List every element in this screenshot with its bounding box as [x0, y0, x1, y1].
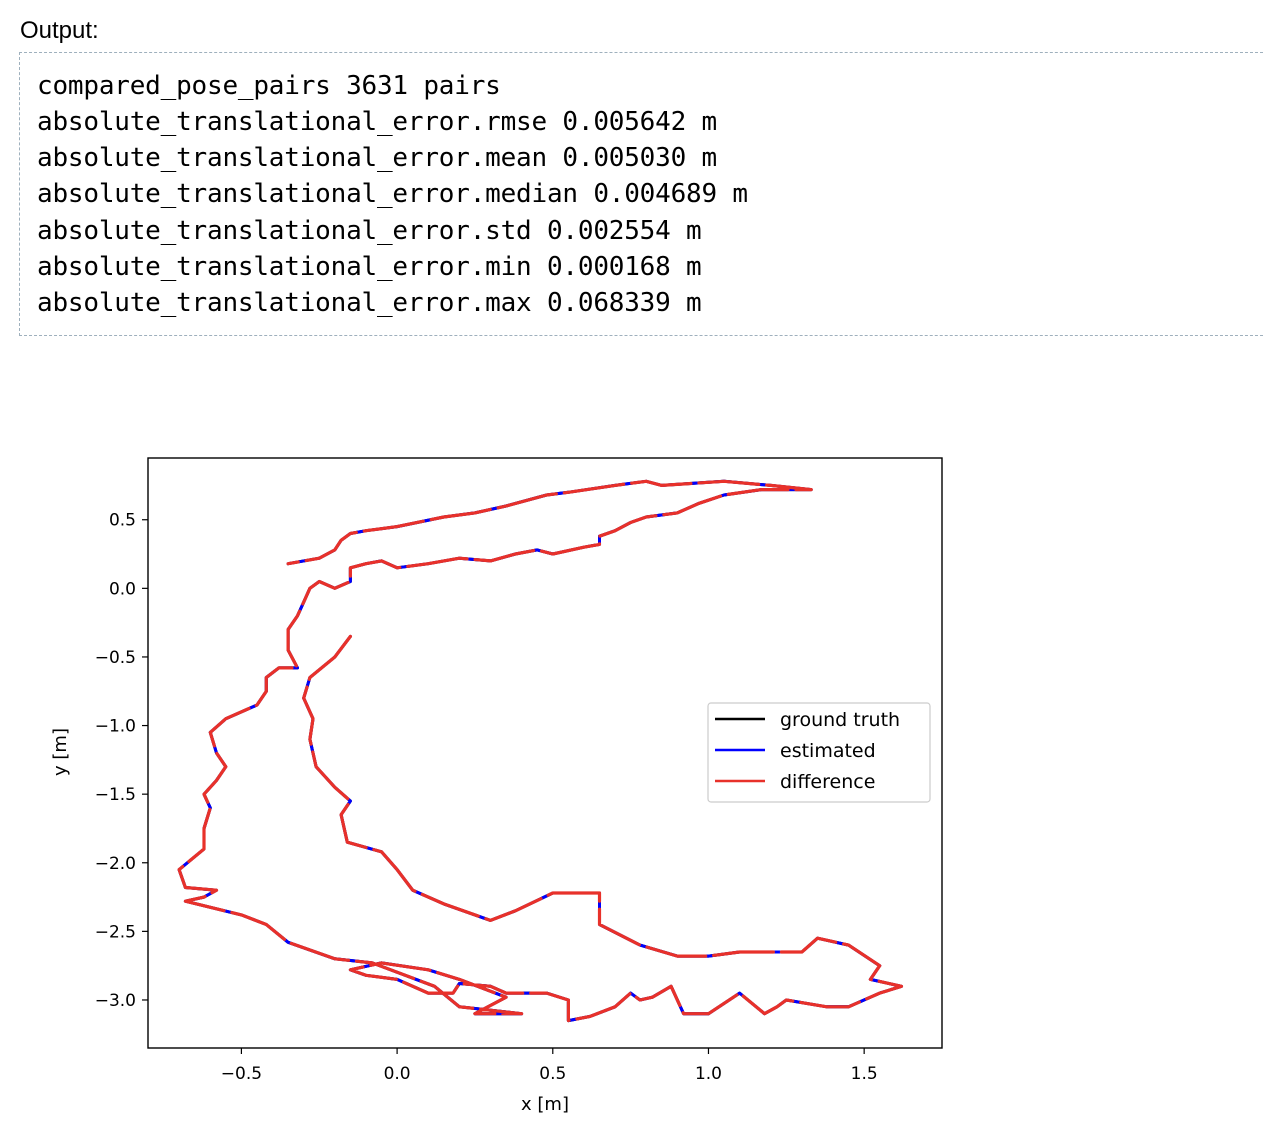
x-tick-label: 0.5 — [539, 1064, 566, 1084]
legend-label: estimated — [780, 740, 876, 762]
difference-series — [177, 479, 904, 1023]
x-tick-label: 1.0 — [695, 1064, 722, 1084]
output-line: absolute_translational_error.median 0.00… — [37, 179, 748, 209]
y-tick-label: −0.5 — [95, 648, 136, 668]
output-line: absolute_translational_error.rmse 0.0056… — [37, 107, 717, 137]
y-tick-label: −1.5 — [95, 785, 136, 805]
y-tick-label: −3.0 — [95, 991, 136, 1011]
y-tick-label: −1.0 — [95, 717, 136, 737]
y-tick-label: 0.5 — [109, 511, 136, 531]
legend-label: difference — [780, 771, 875, 793]
output-line: absolute_translational_error.mean 0.0050… — [37, 143, 717, 173]
output-label: Output: — [20, 17, 99, 44]
x-axis-label: x [m] — [521, 1094, 569, 1115]
output-line: absolute_translational_error.min 0.00016… — [37, 252, 702, 282]
x-tick-label: −0.5 — [221, 1064, 262, 1084]
output-line: compared_pose_pairs 3631 pairs — [37, 71, 501, 101]
y-tick-label: −2.5 — [95, 922, 136, 942]
x-tick-label: 0.0 — [384, 1064, 411, 1084]
y-tick-label: 0.0 — [109, 579, 136, 599]
legend: ground truth estimated difference — [707, 702, 931, 803]
y-tick-label: −2.0 — [95, 854, 136, 874]
output-box: compared_pose_pairs 3631 pairs absolute_… — [19, 52, 1263, 336]
output-line: absolute_translational_error.max 0.06833… — [37, 288, 702, 318]
output-line: absolute_translational_error.std 0.00255… — [37, 216, 702, 246]
legend-label: ground truth — [780, 709, 900, 731]
plot-frame — [147, 457, 943, 1049]
x-tick-label: 1.5 — [851, 1064, 878, 1084]
y-axis-label: y [m] — [50, 728, 71, 776]
